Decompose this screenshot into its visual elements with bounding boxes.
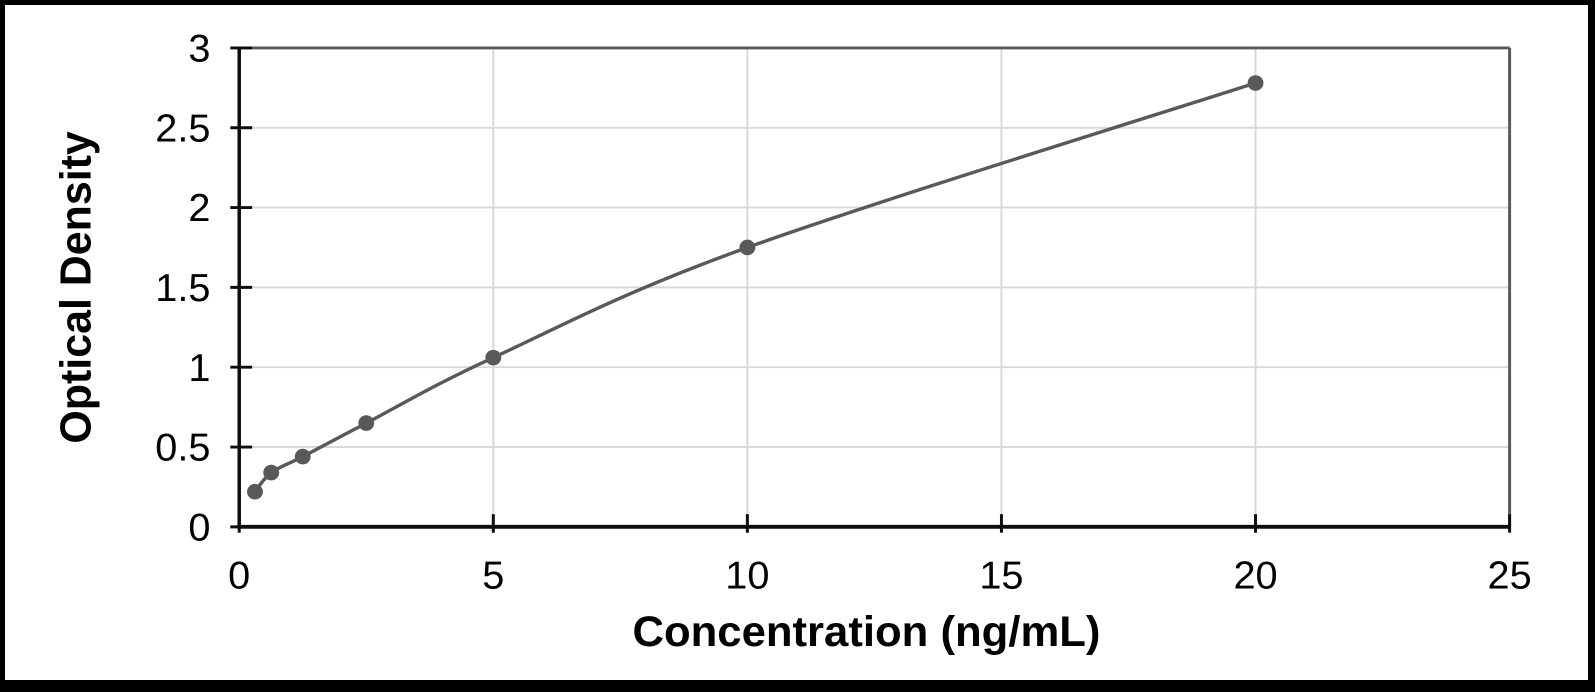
y-axis-title: Optical Density (52, 131, 100, 443)
data-point-marker (358, 415, 375, 431)
x-axis-title: Concentration (ng/mL) (632, 608, 1100, 656)
y-tick-label: 1 (188, 346, 210, 390)
y-tick-label: 2.5 (155, 107, 210, 151)
y-tick-label: 0 (188, 506, 210, 550)
x-tick-label: 15 (979, 554, 1023, 598)
y-tick-label: 3 (188, 27, 210, 71)
plot-border (239, 46, 1512, 527)
x-tick-label: 25 (1488, 554, 1532, 598)
standard-curve-chart: 0 0.5 1 1.5 2 2.5 3 0 5 10 15 20 25 Concentration (n… (52, 27, 1532, 656)
tick-labels: 0 0.5 1 1.5 2 2.5 3 0 5 10 15 20 25 (155, 27, 1531, 597)
data-point-markers (247, 75, 1264, 500)
y-tick-label: 1.5 (155, 266, 210, 310)
axis-lines (237, 47, 1510, 529)
data-point-marker (263, 464, 280, 481)
y-tick-label: 2 (188, 187, 210, 231)
data-point-marker (247, 483, 263, 500)
axis-ticks (230, 46, 1512, 533)
data-point-marker (485, 349, 502, 366)
data-point-marker (739, 239, 756, 256)
data-point-marker (1247, 75, 1264, 91)
data-point-marker (294, 448, 311, 465)
y-tick-label: 0.5 (155, 426, 210, 470)
gridlines (239, 47, 1510, 527)
x-tick-label: 5 (482, 554, 504, 598)
x-tick-label: 10 (725, 554, 769, 598)
x-tick-label: 0 (228, 554, 250, 598)
x-tick-label: 20 (1233, 554, 1277, 598)
